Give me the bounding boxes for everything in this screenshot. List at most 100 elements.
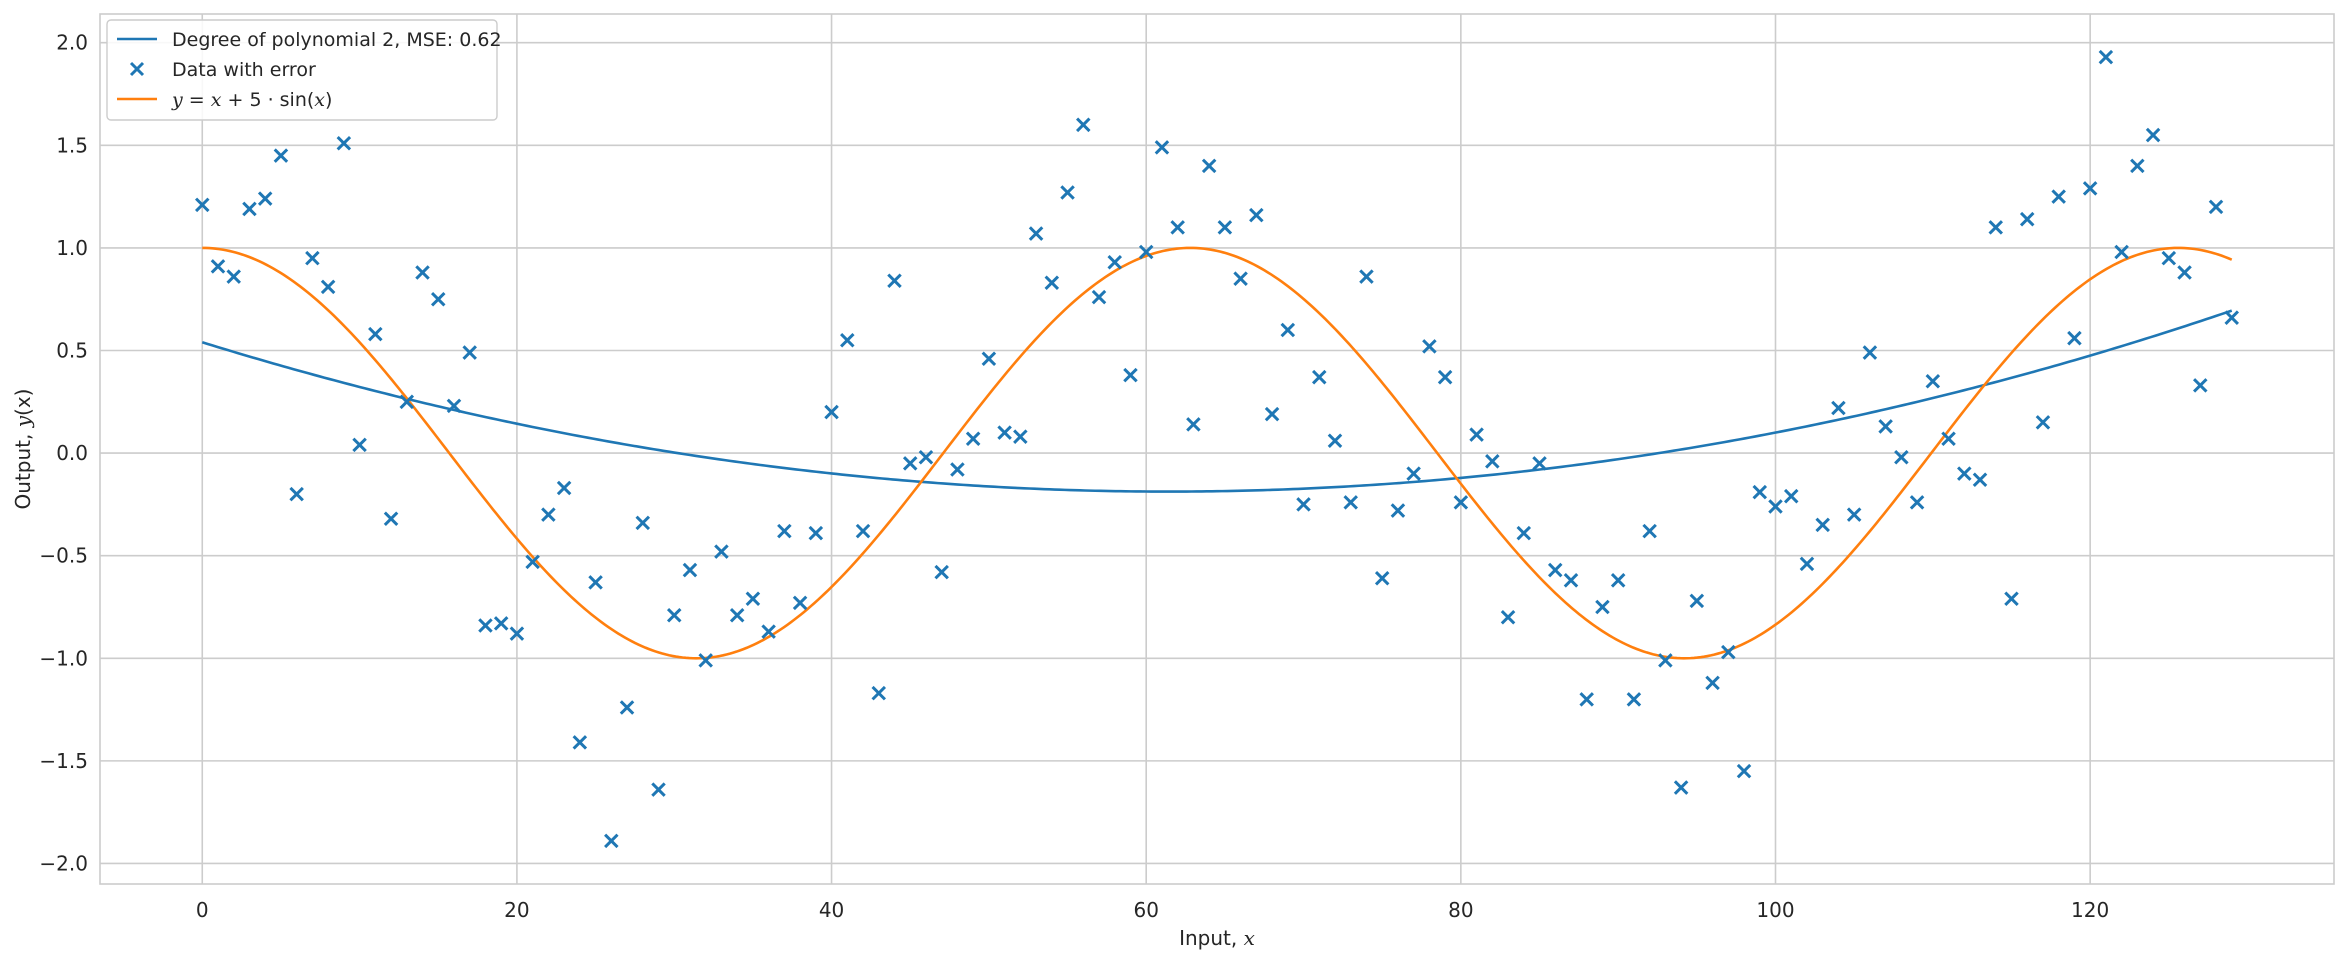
- data-point: [855, 523, 871, 539]
- data-point: [525, 554, 540, 570]
- data-point: [997, 425, 1012, 440]
- data-point: [1186, 417, 1201, 432]
- data-point: [1579, 692, 1594, 707]
- data-point: [1249, 207, 1264, 223]
- data-point: [918, 449, 934, 465]
- data-point: [2051, 189, 2066, 204]
- y-tick-label: 0.0: [56, 441, 88, 465]
- data-point: [698, 653, 713, 668]
- data-point: [368, 326, 383, 342]
- data-point: [2035, 415, 2051, 430]
- data-point: [792, 595, 808, 611]
- data-point: [1862, 345, 1878, 360]
- data-point: [242, 201, 257, 217]
- data-point: [1988, 220, 2004, 235]
- data-point: [635, 515, 651, 531]
- data-point: [761, 624, 776, 639]
- data-point: [824, 404, 839, 420]
- data-point: [871, 685, 887, 701]
- data-point: [619, 700, 635, 715]
- y-tick-label: 1.0: [56, 236, 88, 260]
- data-point: [273, 148, 289, 163]
- data-point: [430, 291, 446, 307]
- data-point: [729, 607, 745, 623]
- y-tick-label: 1.5: [56, 133, 88, 157]
- x-tick-label: 40: [819, 898, 844, 922]
- x-tick-label: 120: [2071, 898, 2109, 922]
- data-point: [745, 591, 761, 607]
- data-point: [2208, 199, 2224, 215]
- data-point: [604, 833, 619, 849]
- data-point: [1296, 497, 1311, 512]
- data-point: [509, 626, 525, 641]
- data-point: [1957, 466, 1972, 481]
- data-point: [1311, 369, 1327, 385]
- data-point: [887, 273, 902, 289]
- data-point: [1705, 675, 1720, 691]
- legend-scatter-swatch: [129, 61, 145, 77]
- data-point: [1658, 653, 1673, 668]
- data-point: [226, 269, 241, 284]
- x-tick-label: 60: [1133, 898, 1158, 922]
- data-point: [556, 480, 572, 496]
- data-point: [289, 486, 304, 502]
- data-point: [1233, 271, 1248, 286]
- data-point: [194, 197, 210, 213]
- data-point: [1532, 456, 1547, 471]
- grid: [100, 14, 2334, 884]
- data-point: [1154, 140, 1170, 155]
- data-point: [1280, 322, 1296, 338]
- data-point: [446, 398, 462, 414]
- data-point: [2114, 244, 2129, 260]
- data-point: [808, 525, 824, 541]
- data-point: [462, 345, 477, 360]
- data-point: [1217, 220, 1233, 235]
- data-point: [1107, 255, 1123, 270]
- legend-truth-label: y = x + 5 · sin(x): [171, 89, 332, 111]
- data-point: [1752, 484, 1768, 500]
- data-point: [1894, 449, 1909, 465]
- data-point: [1516, 525, 1532, 541]
- data-point: [1327, 433, 1343, 449]
- data-point: [2130, 158, 2145, 174]
- legend-scatter-label: Data with error: [172, 59, 316, 81]
- data-point: [320, 279, 336, 295]
- data-point: [1689, 593, 1705, 609]
- data-point: [383, 511, 399, 527]
- data-point: [1799, 556, 1815, 572]
- data-point: [1721, 644, 1736, 660]
- data-point: [1673, 780, 1689, 795]
- data-point: [1374, 571, 1390, 586]
- data-point: [1406, 466, 1421, 481]
- data-point: [2082, 181, 2098, 196]
- data-point: [714, 544, 729, 559]
- data-point: [840, 332, 855, 348]
- y-axis-label: Output, y(x): [11, 389, 35, 510]
- legend-poly-label: Degree of polynomial 2, MSE: 0.62: [172, 29, 502, 51]
- data-point: [965, 431, 981, 447]
- data-point: [1469, 427, 1484, 442]
- data-point: [666, 607, 682, 623]
- data-point: [415, 265, 430, 280]
- data-point: [2145, 127, 2161, 143]
- data-point: [1768, 499, 1783, 514]
- data-point: [902, 456, 918, 471]
- data-point: [1610, 573, 1626, 588]
- data-point: [1076, 117, 1091, 133]
- data-point: [1972, 472, 1988, 488]
- data-point: [1264, 406, 1280, 422]
- legend-box: [106, 19, 498, 121]
- data-point: [1909, 495, 1925, 510]
- data-point: [651, 782, 666, 797]
- data-point: [541, 507, 556, 522]
- y-tick-label: 0.5: [56, 339, 88, 363]
- data-point: [1815, 517, 1830, 533]
- y-tick-label: −1.0: [39, 646, 88, 670]
- data-point: [1422, 339, 1437, 354]
- x-tick-labels: 0 20 40 60 80 100 120: [196, 898, 2109, 922]
- data-point: [1343, 495, 1358, 510]
- data-point: [1359, 269, 1374, 284]
- data-point: [210, 259, 226, 274]
- data-point: [588, 575, 603, 590]
- data-point: [1485, 454, 1500, 469]
